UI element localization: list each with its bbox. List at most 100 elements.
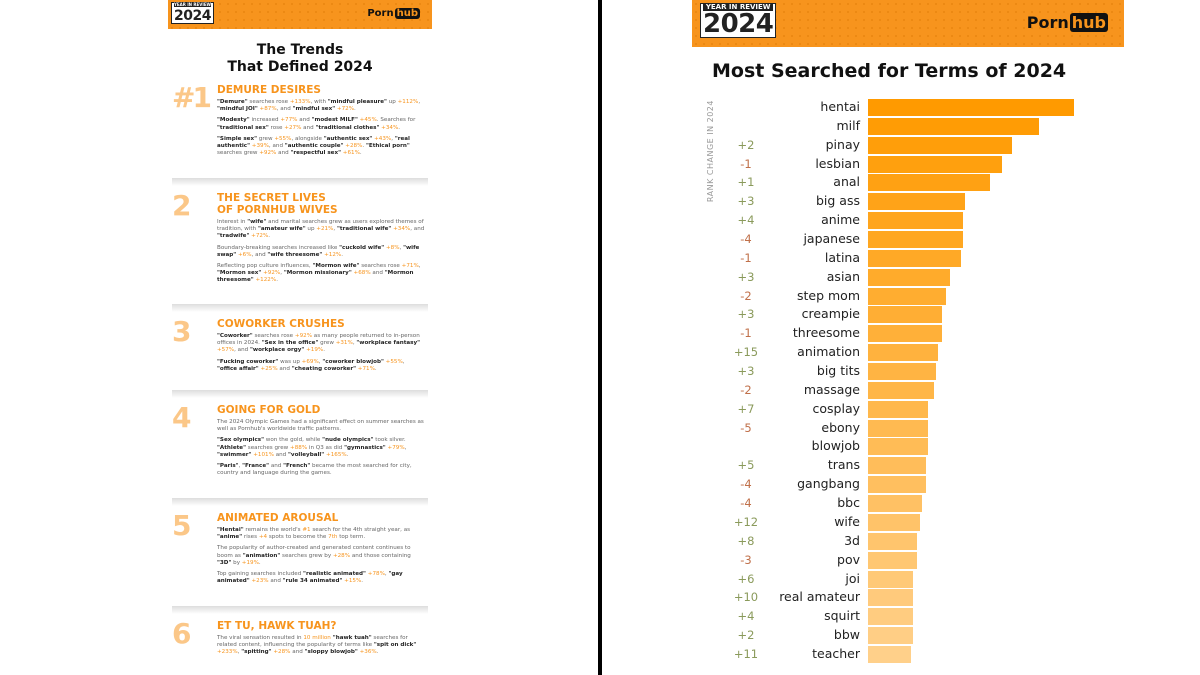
category-label: milf xyxy=(836,117,860,133)
search-term: "workplace orgy" xyxy=(249,347,305,354)
chart-row: +12 wife xyxy=(692,513,1124,531)
bar-latina xyxy=(868,249,961,267)
search-term: "Mormon wife" xyxy=(312,263,360,270)
category-label: wife xyxy=(834,513,860,529)
rank-change-label: +2 xyxy=(737,628,755,643)
chart-row: -1 latina xyxy=(692,249,1124,267)
trend-body: The 2024 Olympic Games had a significant… xyxy=(217,419,425,481)
text: The popularity of author-created and gen… xyxy=(217,545,411,559)
search-term: "spit on dick" xyxy=(373,642,417,649)
stat-highlight: +21% xyxy=(316,226,334,233)
category-label: anime xyxy=(821,212,860,228)
text: The 2024 Olympic Games had a significant… xyxy=(217,419,424,433)
bar-cosplay xyxy=(868,400,928,418)
category-label: 3d xyxy=(844,532,860,548)
trend-paragraph: "Simple sex" grew +55%, alongside "authe… xyxy=(217,136,425,158)
chart-row: +2 bbw xyxy=(692,626,1124,645)
text: rises xyxy=(242,534,259,541)
category-label: gangbang xyxy=(797,476,860,492)
text: . xyxy=(361,578,364,585)
trend-number: #1 xyxy=(172,81,212,114)
chart-row: +8 3d xyxy=(692,532,1124,550)
rank-change-label: +3 xyxy=(737,364,755,379)
bar-anal xyxy=(868,174,990,192)
rank-change-label: +5 xyxy=(737,458,755,473)
text: and xyxy=(268,578,283,585)
trend-body: "Coworker" searches rose +92% as many pe… xyxy=(217,333,425,377)
text: . xyxy=(341,251,343,258)
chart-row: +4 anime xyxy=(692,211,1124,230)
chart-row: +3 big ass xyxy=(692,192,1124,211)
text: . xyxy=(376,649,379,656)
text: and xyxy=(273,451,289,458)
stat-highlight: +133% xyxy=(289,99,311,105)
rank-change-label: +3 xyxy=(737,307,755,322)
section-divider xyxy=(172,178,428,186)
trend-number: 4 xyxy=(172,401,191,434)
search-term: "Ethical porn" xyxy=(365,143,410,150)
rank-change-label: -1 xyxy=(740,250,752,265)
search-term: "animation" xyxy=(242,552,281,559)
search-term: "respectful sex" xyxy=(290,150,341,157)
stat-highlight: 7th xyxy=(328,534,338,541)
bar-gangbang xyxy=(868,476,926,494)
brand-logo: Porn hub xyxy=(367,8,420,19)
stat-highlight: #1 xyxy=(302,527,311,533)
category-label: blowjob xyxy=(811,438,860,454)
chart-panel: YEAR IN REVIEW 2024 Porn hub Most Searched… xyxy=(692,0,1124,675)
text: Interest in xyxy=(217,219,248,225)
rank-change-label: +2 xyxy=(737,137,755,152)
trend-body: The viral sensation resulted in 10 milli… xyxy=(217,635,425,661)
text: . xyxy=(354,106,356,113)
section-divider xyxy=(172,498,428,506)
logo-hub: hub xyxy=(1069,13,1108,32)
rank-change-label: +8 xyxy=(737,533,755,548)
trend-paragraph: "Paris", "France" and "French" became th… xyxy=(217,463,425,477)
text: as many people returned to in-person off… xyxy=(217,333,420,347)
stat-highlight: +15% xyxy=(342,578,362,585)
stat-highlight: +88% xyxy=(290,444,308,451)
bar-real-amateur xyxy=(868,589,914,607)
text: won the gold, while xyxy=(264,437,323,444)
chart-row: +15 animation xyxy=(692,343,1124,362)
chart-row: +5 trans xyxy=(692,456,1124,475)
chart-row: -4 gangbang xyxy=(692,475,1124,494)
page-title: The Trends That Defined 2024 xyxy=(168,42,432,76)
bar-anime xyxy=(868,212,963,230)
stat-highlight: +31% xyxy=(335,340,353,347)
bar-bbc xyxy=(868,495,922,513)
search-term: "France" xyxy=(242,463,270,470)
trend-number: 5 xyxy=(172,509,191,542)
trend-heading: GOING FOR GOLD xyxy=(217,404,320,416)
section-divider xyxy=(172,304,428,312)
chart-row: +3 asian xyxy=(692,268,1124,286)
text: . xyxy=(346,451,349,458)
text: up xyxy=(305,226,317,233)
logo-text: Porn xyxy=(1026,13,1069,32)
text: and xyxy=(297,117,312,124)
stat-highlight: +43% xyxy=(372,135,392,142)
stat-highlight: +25% xyxy=(258,365,278,372)
stat-highlight: +28% xyxy=(343,143,363,150)
chart-row: hentai xyxy=(692,98,1124,116)
chart-title: Most Searched for Terms of 2024 xyxy=(712,60,1067,82)
category-label: anal xyxy=(833,174,860,190)
search-term: "mindful pleasure" xyxy=(327,99,387,105)
category-label: ebony xyxy=(821,419,860,435)
category-label: bbc xyxy=(837,495,860,511)
chart-row: +3 creampie xyxy=(692,305,1124,324)
text: , xyxy=(399,244,404,251)
chart-row: -3 pov xyxy=(692,551,1124,569)
text: in Q3 as did xyxy=(307,444,345,451)
search-term: "Paris" xyxy=(217,463,239,470)
badge-year: 2024 xyxy=(174,8,211,24)
search-term: "authentic sex" xyxy=(323,135,373,142)
badge-label: YEAR IN REVIEW xyxy=(703,4,774,11)
text: . xyxy=(398,124,401,131)
search-term: "Fucking coworker" xyxy=(217,358,279,365)
bar-big-tits xyxy=(868,363,936,381)
text: spots to become the xyxy=(267,534,329,541)
text: . xyxy=(323,347,325,354)
bar-ebony xyxy=(868,419,928,437)
heading-line: COWORKER CRUSHES xyxy=(217,318,345,330)
